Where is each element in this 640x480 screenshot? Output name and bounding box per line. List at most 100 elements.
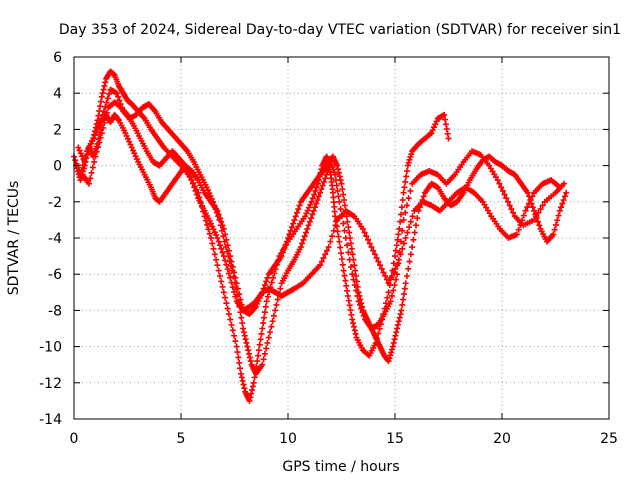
data-point [341,196,348,203]
data-point [251,374,258,381]
data-point [401,285,408,292]
data-point [378,265,385,272]
data-point [313,200,320,207]
data-point [83,155,90,162]
data-point [561,193,568,200]
data-point [103,99,110,106]
data-point [350,276,357,283]
axis-ticks [73,56,610,420]
data-point [310,207,317,214]
data-point [382,273,389,280]
data-point [115,93,122,100]
y-axis-label: SDTVAR / TECUs [6,181,22,296]
data-point [233,343,240,350]
data-point [368,244,375,251]
data-point [315,193,322,200]
data-point [444,130,451,137]
data-point [498,184,505,191]
data-point [345,224,352,231]
data-point [561,180,568,187]
data-point [241,385,248,392]
data-point [300,236,307,243]
data-point [404,229,411,236]
data-point [227,253,234,260]
data-point [392,332,399,339]
data-point [391,336,398,343]
data-point [349,271,356,278]
data-point [406,258,413,265]
data-point [387,298,394,305]
data-point [231,269,238,276]
data-point [554,217,561,224]
data-point [406,224,413,231]
data-point [401,184,408,191]
data-point [377,262,384,269]
data-point [412,222,419,229]
data-point [84,151,91,158]
data-point [247,358,254,365]
data-point [508,206,515,213]
data-point [259,361,266,368]
data-point [403,273,410,280]
data-point [345,249,352,256]
data-point [222,231,229,238]
data-point [317,189,324,196]
data-point [392,247,399,254]
y-tick-label: -6 [48,267,62,283]
y-tick-label: -2 [48,195,62,211]
data-point [218,245,225,252]
data-point [277,285,284,292]
data-point [235,354,242,361]
data-point [399,196,406,203]
data-point [420,193,427,200]
data-point [323,247,330,254]
data-point [264,293,271,300]
data-point [338,255,345,262]
data-point [411,229,418,236]
data-point [236,291,243,298]
data-point [332,213,339,220]
data-point [371,251,378,258]
data-point [220,253,227,260]
data-point [258,330,265,337]
data-point [400,240,407,247]
data-point [352,267,359,274]
data-point [397,311,404,318]
data-point [236,359,243,366]
data-point [517,221,524,228]
x-tick-label: 25 [600,431,618,447]
data-point [191,184,198,191]
data-point [395,256,402,263]
data-point [390,287,397,294]
data-point [286,231,293,238]
data-point [522,207,529,214]
data-point [216,215,223,222]
data-point [263,298,270,305]
data-point [240,329,247,336]
data-point [225,311,232,318]
series-track-3 [79,99,563,314]
data-point [335,233,342,240]
data-point [402,235,409,241]
data-point [100,86,107,93]
data-point [229,284,236,291]
data-point [347,307,354,314]
data-point [322,175,329,182]
data-point [292,213,299,220]
data-point [366,240,373,247]
data-point [231,332,238,339]
data-point [349,316,356,323]
data-point [245,347,252,354]
data-point [394,262,401,269]
data-point [85,180,92,187]
data-point [343,213,350,220]
data-point [302,229,309,236]
data-point [336,198,343,205]
data-point [398,204,405,211]
data-point [400,291,407,298]
data-point [339,186,346,193]
data-point [418,200,425,207]
data-point [380,269,387,276]
x-tick-label: 20 [493,431,511,447]
data-point [344,218,351,225]
